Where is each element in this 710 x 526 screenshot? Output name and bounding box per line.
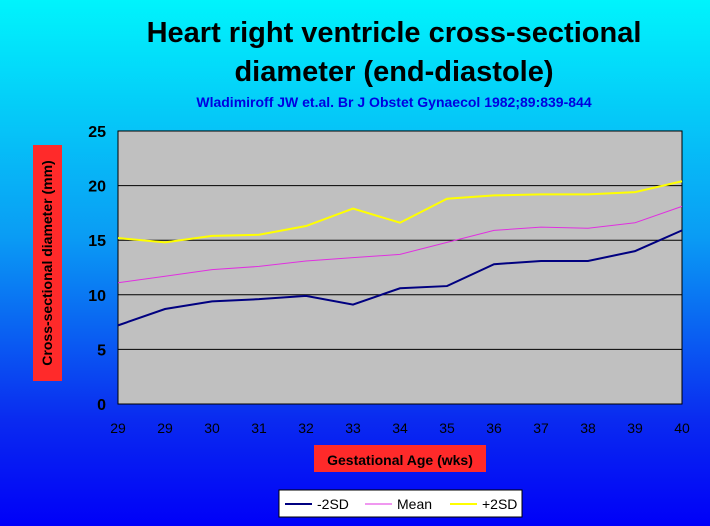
x-tick-label: 34 [392,420,408,436]
legend-label: +2SD [482,496,517,512]
x-tick-label: 32 [298,420,314,436]
x-tick-label: 40 [674,420,690,436]
x-tick-label: 33 [345,420,361,436]
x-axis-label-box [314,445,486,472]
x-tick-label: 38 [580,420,596,436]
x-tick-label: 31 [251,420,267,436]
x-tick-label: 36 [486,420,502,436]
y-tick-label: 25 [88,124,106,141]
x-tick-label: 37 [533,420,549,436]
y-tick-label: 15 [88,233,106,250]
x-tick-label: 29 [110,420,126,436]
gridlines [118,130,682,350]
chart-title-line-2: diameter (end-diastole) [234,56,553,88]
legend-label: Mean [397,496,432,512]
series-lines [117,180,683,327]
x-tick-label: 29 [157,420,173,436]
y-tick-label: 20 [88,179,106,196]
x-axis-ticks: 29 29 30 31 32 33 34 35 36 37 38 39 40 [110,420,690,436]
legend-label: -2SD [317,496,349,512]
legend-items: -2SD Mean +2SD [285,496,517,512]
x-tick-label: 35 [439,420,455,436]
x-tick-label: 39 [627,420,643,436]
chart-subtitle: Wladimiroff JW et.al. Br J Obstet Gynaec… [196,94,591,110]
y-axis-label: Cross-sectional diameter (mm) [39,160,55,365]
plot-area [117,130,683,405]
x-axis-label: Gestational Age (wks) [327,452,473,468]
legend [278,489,523,518]
y-tick-label: 5 [97,342,106,359]
y-tick-label: 0 [97,397,106,414]
chart-title-line-1: Heart right ventricle cross-sectional [147,17,642,49]
y-axis-label-box [33,145,62,381]
x-tick-label: 30 [204,420,220,436]
y-axis-ticks: 0 5 10 15 20 25 [88,124,106,414]
y-tick-label: 10 [88,288,106,305]
